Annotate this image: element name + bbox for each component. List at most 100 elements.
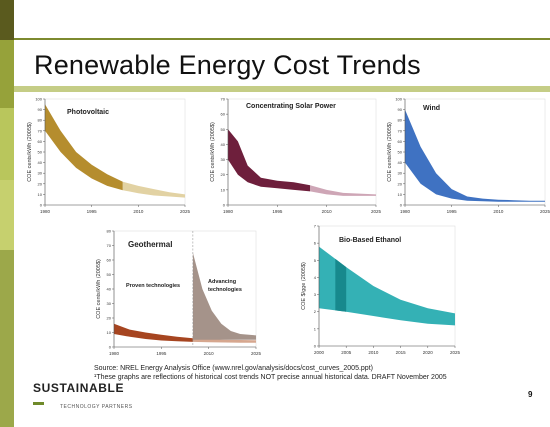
plot-area: [404, 98, 546, 206]
y-tick-label: 1: [314, 326, 317, 331]
page-number: 9: [528, 390, 533, 399]
x-tick-label: 2025: [371, 209, 382, 214]
y-tick-label: 70: [221, 97, 226, 102]
y-tick-label: 0: [109, 345, 112, 350]
logo-subtext: TECHNOLOGY PARTNERS: [60, 404, 133, 410]
series-band-historical: [114, 323, 193, 342]
y-tick-label: 0: [314, 344, 317, 349]
x-tick-label: 2010: [322, 209, 333, 214]
chart-title: Wind: [423, 105, 440, 112]
y-tick-label: 60: [398, 139, 403, 144]
sidebar-block-3: [0, 108, 14, 180]
chart-title: Photovoltaic: [67, 109, 109, 116]
y-tick-label: 70: [107, 243, 112, 248]
y-tick-label: 50: [398, 150, 403, 155]
y-tick-label: 10: [107, 330, 112, 335]
logo-main-text: SUSTAINABLE: [33, 381, 125, 395]
y-tick-label: 70: [38, 128, 43, 133]
x-tick-label: 1995: [156, 351, 167, 356]
y-tick-label: 60: [38, 139, 43, 144]
y-tick-label: 6: [314, 241, 317, 246]
y-tick-label: 0: [40, 203, 43, 208]
sidebar-block-1: [0, 0, 14, 40]
x-tick-label: 1980: [40, 209, 51, 214]
chart-title: Bio-Based Ethanol: [339, 237, 401, 244]
y-tick-label: 10: [398, 192, 403, 197]
series-band-projected: [310, 185, 376, 196]
y-tick-label: 7: [314, 224, 317, 229]
footnote: ¹These graphs are reflections of histori…: [94, 374, 447, 381]
x-tick-label: 1980: [223, 209, 234, 214]
y-tick-label: 20: [107, 316, 112, 321]
company-logo: SUSTAINABLE TECHNOLOGY PARTNERS: [33, 381, 133, 413]
top-rule: [14, 38, 550, 40]
x-tick-label: 2005: [341, 350, 352, 355]
chart-wind: 1980 1995 2010 2025 0 10 20 30 40 50 60 70 80 90 100 CO…: [387, 97, 550, 215]
y-tick-label: 60: [107, 258, 112, 263]
chart-photovoltaic: 1980 1995 2010 2025 0 10 20 30 40 50 60 70 80 90 100 CO…: [27, 97, 191, 215]
x-tick-label: 2015: [396, 350, 407, 355]
y-tick-label: 5: [314, 258, 317, 263]
y-tick-label: 2: [314, 309, 317, 314]
chart-geothermal: 1980 1995 2010 2025 0 10 20 30 40 50 60 70 80 COE cen…: [96, 229, 262, 357]
y-tick-label: 100: [395, 97, 402, 102]
series-label-advancing-line1: Advancing: [208, 279, 236, 285]
series-band: [405, 109, 545, 202]
x-tick-label: 2010: [133, 209, 144, 214]
source-note: Source: NREL Energy Analysis Office (www…: [94, 365, 373, 372]
y-tick-label: 90: [398, 107, 403, 112]
title-rule: [14, 86, 550, 92]
plot-area: [113, 230, 257, 348]
y-axis-label: COE $/gge (2005$): [301, 262, 307, 310]
y-tick-label: 80: [38, 118, 43, 123]
x-tick-label: 2025: [450, 350, 461, 355]
x-tick-label: 1980: [400, 209, 411, 214]
x-tick-label: 1980: [109, 351, 120, 356]
y-tick-label: 3: [314, 292, 317, 297]
series-band-historical: [335, 258, 347, 312]
y-tick-label: 10: [38, 192, 43, 197]
x-tick-label: 1995: [87, 209, 98, 214]
y-tick-label: 30: [38, 171, 43, 176]
y-tick-label: 0: [400, 203, 403, 208]
x-tick-label: 2025: [540, 209, 550, 214]
y-tick-label: 4: [314, 275, 317, 280]
chart-concentrating-solar-power: 1980 1995 2010 2025 0 10 20 30 40 50 60 70 COE cents…: [210, 97, 382, 215]
y-tick-label: 20: [398, 181, 403, 186]
y-tick-label: 30: [221, 157, 226, 162]
slide-title: Renewable Energy Cost Trends: [34, 50, 421, 80]
chart-bio-based-ethanol: 2000 2005 2010 2015 2020 2025 0 1 2 3 4 5 6 7 COE $/gg…: [301, 224, 461, 356]
y-axis-label: COE cents/kWh (2005$): [387, 122, 393, 182]
y-axis-label: COE cents/kWh (2005$): [96, 259, 102, 319]
y-tick-label: 80: [107, 229, 112, 234]
y-tick-label: 40: [38, 160, 43, 165]
y-tick-label: 0: [223, 203, 226, 208]
y-axis-label: COE cents/kWh (2005$): [27, 122, 33, 182]
y-tick-label: 20: [38, 181, 43, 186]
sidebar-block-4: [0, 180, 14, 250]
y-tick-label: 50: [221, 127, 226, 132]
y-tick-label: 10: [221, 187, 226, 192]
y-tick-label: 40: [221, 142, 226, 147]
x-tick-label: 2025: [180, 209, 191, 214]
y-tick-label: 50: [38, 150, 43, 155]
series-band: [319, 246, 455, 326]
y-tick-label: 90: [38, 107, 43, 112]
sidebar-block-5: [0, 250, 14, 427]
series-label-advancing-line2: technologies: [208, 287, 242, 293]
y-tick-label: 30: [107, 301, 112, 306]
x-tick-label: 2010: [368, 350, 379, 355]
chart-title: Concentrating Solar Power: [246, 103, 336, 110]
series-band-projected: [122, 181, 185, 198]
series-band-historical: [228, 129, 311, 192]
y-tick-label: 30: [398, 171, 403, 176]
x-tick-label: 1995: [272, 209, 283, 214]
x-tick-label: 2020: [423, 350, 434, 355]
x-tick-label: 1995: [447, 209, 458, 214]
series-band: [192, 252, 256, 340]
y-tick-label: 100: [35, 97, 42, 102]
x-tick-label: 2025: [251, 351, 262, 356]
y-tick-label: 40: [107, 287, 112, 292]
y-tick-label: 80: [398, 118, 403, 123]
